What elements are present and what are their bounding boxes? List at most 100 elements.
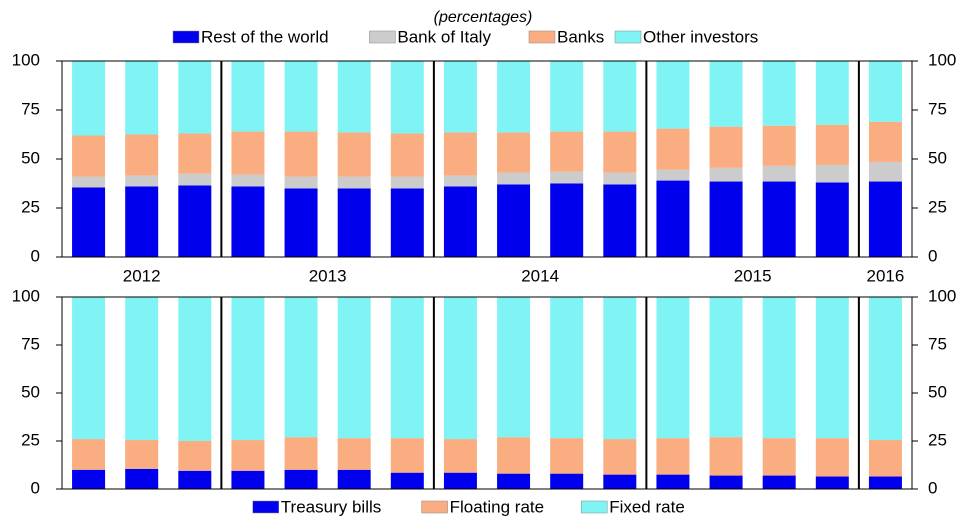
bar-segment (72, 187, 106, 257)
bar-segment (178, 133, 212, 174)
bar-segment (178, 173, 212, 186)
legend-label: Treasury bills (281, 497, 381, 516)
legend-label: Rest of the world (201, 27, 329, 46)
bar-segment (497, 172, 531, 185)
legend-swatch (172, 30, 200, 44)
bar-segment (603, 184, 637, 257)
bar-segment (868, 61, 902, 122)
bar-segment (815, 438, 849, 477)
y2-tick-label: 25 (928, 430, 947, 449)
bar-segment (603, 297, 637, 440)
bar-segment (390, 438, 424, 473)
bar-segment (231, 440, 265, 471)
bar-segment (390, 61, 424, 134)
y2-tick-label: 25 (928, 197, 947, 216)
bar-segment (656, 297, 690, 439)
bar-segment (815, 182, 849, 257)
legend-swatch (528, 30, 556, 44)
bar-segment (550, 297, 584, 439)
bar-segment (72, 439, 106, 470)
bar-segment (337, 469, 371, 489)
bar-segment (656, 169, 690, 181)
bar-segment (709, 437, 743, 476)
bar-segment (390, 472, 424, 489)
bar-segment (603, 439, 637, 475)
y2-tick-label: 50 (928, 382, 947, 401)
bar-segment (390, 188, 424, 257)
bar-segment (231, 470, 265, 489)
bar-segment (550, 183, 584, 257)
bar-segment (231, 297, 265, 441)
bar-segment (550, 61, 584, 132)
bar-segment (709, 297, 743, 438)
bar-segment (125, 468, 159, 489)
bar-segment (231, 131, 265, 175)
bar-segment (656, 128, 690, 170)
bar-segment (497, 184, 531, 257)
bar-segment (497, 297, 531, 438)
bar-segment (709, 475, 743, 489)
bar-segment (284, 188, 318, 257)
bar-segment (497, 437, 531, 474)
bar-segment (72, 61, 106, 136)
legend-swatch (421, 500, 448, 514)
y2-tick-label: 50 (928, 148, 947, 167)
chart-subtitle: (percentages) (434, 9, 533, 26)
bar-segment (868, 161, 902, 182)
y2-tick-label: 100 (928, 286, 956, 305)
bar-segment (815, 476, 849, 489)
bar-segment (762, 297, 796, 439)
bar-segment (762, 438, 796, 476)
bar-segment (443, 175, 477, 187)
bar-segment (178, 185, 212, 257)
bar-segment (815, 297, 849, 439)
y-tick-label: 0 (31, 478, 40, 497)
legend-label: Other investors (643, 27, 758, 46)
bar-segment (390, 133, 424, 177)
bar-segment (603, 172, 637, 185)
bar-segment (443, 132, 477, 176)
x-group-label: 2013 (309, 266, 347, 285)
bar-segment (709, 167, 743, 182)
bar-segment (709, 181, 743, 257)
bar-segment (603, 61, 637, 132)
y-tick-label: 100 (12, 286, 40, 305)
legend-swatch (369, 30, 396, 44)
plot-frame (61, 296, 913, 490)
bar-segment (868, 297, 902, 441)
bar-segment (231, 61, 265, 132)
bar-segment (390, 297, 424, 439)
bar-segment (284, 437, 318, 470)
bar-segment (125, 61, 159, 135)
bar-segment (178, 297, 212, 441)
bar-segment (178, 61, 212, 134)
bar-segment (337, 297, 371, 439)
bar-segment (815, 164, 849, 183)
x-group-label: 2015 (734, 266, 772, 285)
bar-segment (125, 175, 159, 187)
y-tick-label: 100 (12, 50, 40, 69)
y-tick-label: 50 (21, 148, 40, 167)
y-tick-label: 50 (21, 382, 40, 401)
x-group-label: 2014 (521, 266, 559, 285)
bar-segment (390, 176, 424, 189)
bar-segment (868, 121, 902, 162)
y2-tick-label: 75 (928, 99, 947, 118)
x-group-label: 2012 (123, 266, 161, 285)
bar-segment (284, 61, 318, 132)
legend-label: Bank of Italy (397, 27, 491, 46)
bar-segment (284, 297, 318, 438)
bar-segment (550, 438, 584, 474)
bar-segment (337, 438, 371, 470)
bar-segment (178, 470, 212, 489)
legend-label: Fixed rate (609, 497, 685, 516)
bar-segment (337, 132, 371, 177)
bar-segment (762, 125, 796, 166)
y2-tick-label: 75 (928, 334, 947, 353)
bar-segment (443, 297, 477, 440)
bar-segment (443, 61, 477, 133)
bar-segment (550, 473, 584, 489)
bar-segment (72, 135, 106, 177)
legend-label: Banks (557, 27, 604, 46)
bar-segment (603, 131, 637, 173)
